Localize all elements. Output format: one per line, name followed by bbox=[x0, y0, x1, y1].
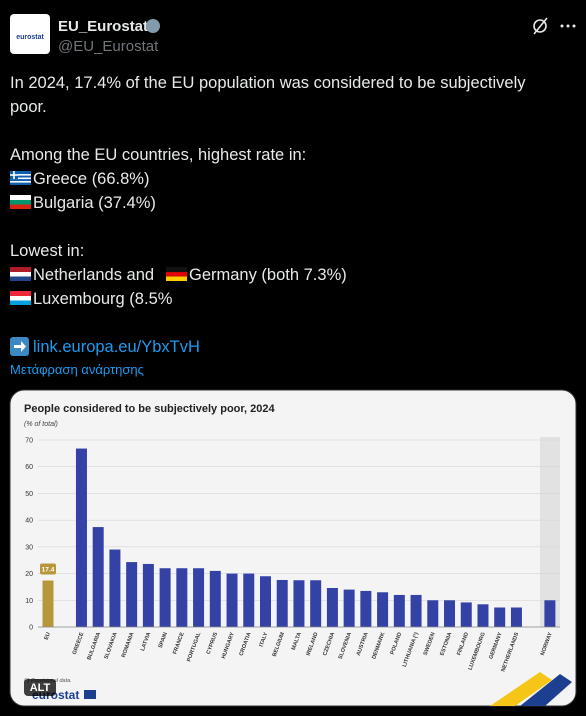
value-label: 17.4 bbox=[42, 567, 55, 574]
y-tick-label: 30 bbox=[25, 544, 33, 551]
y-tick-label: 40 bbox=[25, 518, 33, 525]
post-link[interactable]: link.europa.eu/YbxTvH bbox=[33, 338, 200, 356]
post-text: Lowest in: bbox=[10, 242, 84, 260]
bar bbox=[109, 549, 121, 627]
bar bbox=[209, 570, 221, 627]
post-text: Bulgaria (37.4%) bbox=[33, 194, 156, 212]
chart-subtitle: (% of total) bbox=[24, 421, 58, 428]
bar bbox=[276, 579, 288, 627]
post-text: Greece (66.8%) bbox=[33, 170, 149, 188]
bar bbox=[259, 576, 271, 627]
bar bbox=[159, 568, 171, 627]
bar bbox=[193, 568, 205, 627]
bar bbox=[477, 604, 489, 627]
x-tick-label: ITALY bbox=[259, 631, 270, 647]
x-tick-label: MALTA bbox=[291, 632, 303, 651]
y-tick-label: 20 bbox=[25, 571, 33, 578]
post-text: Germany (both 7.3%) bbox=[189, 266, 347, 284]
y-tick-label: 60 bbox=[25, 464, 33, 471]
bar bbox=[410, 594, 422, 627]
y-tick-label: 10 bbox=[25, 598, 33, 605]
bar bbox=[444, 600, 456, 627]
bar bbox=[42, 580, 54, 627]
decor bbox=[490, 672, 552, 706]
verified-badge bbox=[146, 19, 160, 33]
bar bbox=[293, 580, 305, 627]
y-tick-label: 70 bbox=[25, 438, 33, 445]
flag-greece bbox=[10, 171, 31, 185]
bar bbox=[377, 592, 389, 627]
decor bbox=[520, 674, 572, 706]
bar bbox=[360, 590, 372, 627]
author-handle[interactable]: @EU_Eurostat bbox=[58, 38, 159, 55]
bar bbox=[176, 568, 188, 627]
alt-badge-text: ALT bbox=[30, 682, 51, 694]
bar bbox=[92, 527, 104, 627]
bar bbox=[393, 594, 405, 627]
translate-link[interactable]: Μετάφραση ανάρτησης bbox=[10, 362, 144, 377]
bar bbox=[326, 587, 338, 627]
alt-badge[interactable] bbox=[24, 679, 56, 696]
y-tick-label: 0 bbox=[29, 625, 33, 632]
post-text: Among the EU countries, highest rate in: bbox=[10, 146, 306, 164]
chart-title: People considered to be subjectively poo… bbox=[24, 403, 276, 415]
bar bbox=[427, 600, 439, 627]
author-name[interactable]: EU_Eurostat bbox=[58, 18, 148, 35]
avatar[interactable] bbox=[10, 14, 50, 54]
bar bbox=[142, 563, 154, 627]
bar bbox=[226, 573, 238, 627]
bar bbox=[243, 573, 255, 627]
flag-germany bbox=[166, 267, 187, 281]
eu-flag bbox=[84, 690, 96, 699]
avatar-text: eurostat bbox=[16, 34, 44, 41]
bar bbox=[494, 607, 506, 627]
post-text: poor. bbox=[10, 98, 47, 116]
post-text: Netherlands and bbox=[33, 266, 154, 284]
bar bbox=[310, 580, 322, 627]
more-icon[interactable] bbox=[560, 24, 576, 28]
bar bbox=[510, 607, 522, 627]
x-tick-label: SPAIN bbox=[158, 632, 169, 649]
bar bbox=[460, 602, 472, 627]
arrow-emoji bbox=[10, 337, 29, 356]
post-text: Luxembourg (8.5% bbox=[33, 290, 173, 308]
grok-icon[interactable] bbox=[533, 17, 548, 35]
flag-netherlands bbox=[10, 267, 31, 281]
flag-bulgaria bbox=[10, 195, 31, 209]
non-eu-band bbox=[540, 437, 560, 627]
bar bbox=[126, 562, 138, 627]
x-tick-label: EU bbox=[44, 632, 52, 641]
value-label-box bbox=[40, 563, 56, 575]
bar bbox=[544, 600, 556, 627]
y-tick-label: 50 bbox=[25, 491, 33, 498]
flag-luxembourg bbox=[10, 291, 31, 305]
post-text: In 2024, 17.4% of the EU population was … bbox=[10, 74, 526, 92]
bar bbox=[75, 448, 87, 627]
bar bbox=[343, 589, 355, 627]
